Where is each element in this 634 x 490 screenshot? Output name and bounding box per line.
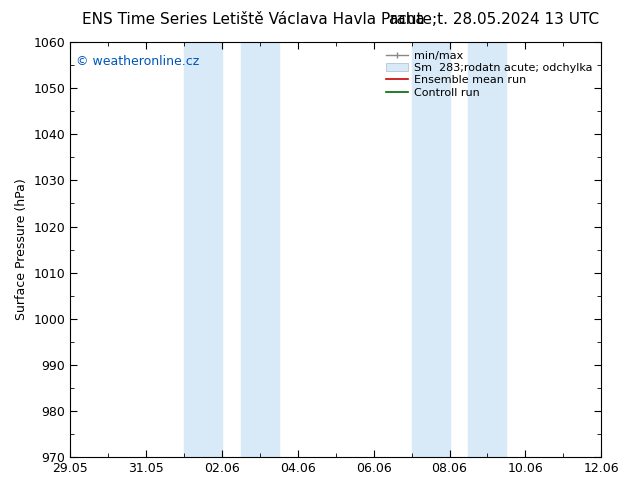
Bar (184, 42, 222, 457)
Bar (411, 42, 450, 457)
Text: ENS Time Series Letiště Václava Havla Praha: ENS Time Series Letiště Václava Havla Pr… (82, 12, 425, 27)
Bar (469, 42, 507, 457)
Bar (241, 42, 279, 457)
Legend: min/max, Sm  283;rodatn acute; odchylka, Ensemble mean run, Controll run: min/max, Sm 283;rodatn acute; odchylka, … (383, 48, 595, 101)
Text: © weatheronline.cz: © weatheronline.cz (75, 54, 199, 68)
Text: acute;t. 28.05.2024 13 UTC: acute;t. 28.05.2024 13 UTC (389, 12, 600, 27)
Y-axis label: Surface Pressure (hPa): Surface Pressure (hPa) (15, 179, 28, 320)
